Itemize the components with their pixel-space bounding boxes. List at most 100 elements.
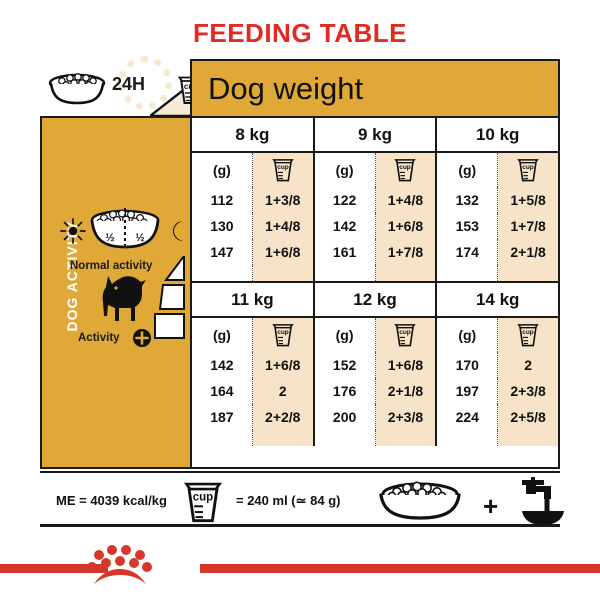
table-row: 112 1+3/8 122 1+4/8 132 1+5/8: [192, 187, 559, 213]
unit-row: (g) cup (g) cup (g) cup: [192, 318, 559, 352]
duration-label: 24H: [112, 74, 146, 94]
unit-gram: (g): [335, 327, 354, 343]
measuring-cup-icon: cup: [272, 324, 294, 347]
dog-weight-title: Dog weight: [208, 70, 364, 106]
cup-value: 2+1/8: [387, 383, 424, 399]
grams-value: 170: [455, 357, 479, 373]
measuring-cup-icon: cup: [517, 159, 539, 182]
cup-value: 1+3/8: [265, 192, 301, 208]
sun-icon: [60, 218, 86, 244]
cup-value: 2+1/8: [510, 244, 546, 260]
weight-cell: 8 kg: [192, 118, 315, 151]
plus-sign: +: [483, 491, 499, 521]
table-row: 147 1+6/8 161 1+7/8 174 2+1/8: [192, 239, 559, 265]
water-tap-bowl-icon: [522, 477, 564, 525]
feeding-table: DOG ACTIVITY: [40, 59, 560, 469]
measuring-cup-icon: cup: [394, 159, 417, 182]
measuring-cup-icon: cup: [394, 324, 417, 347]
cup-value: 2: [278, 383, 287, 399]
grams-value: 142: [210, 357, 234, 373]
svg-text:cup: cup: [277, 329, 289, 336]
grams-value: 142: [332, 218, 357, 234]
cup-value: 1+6/8: [265, 357, 301, 373]
footer-legend: ME = 4039 kcal/kg cup = 240 ml (≃ 84 g) …: [40, 471, 564, 527]
row-spacer: [192, 430, 559, 446]
table-row: 164 2 176 2+1/8 197 2+3/8: [192, 378, 559, 404]
table-row: 187 2+2/8 200 2+3/8 224 2+5/8: [192, 404, 559, 430]
table-header: Dog weight: [192, 61, 558, 118]
svg-text:cup: cup: [400, 329, 412, 336]
dog-silhouette-icon: [102, 276, 146, 321]
grams-value: 153: [455, 218, 479, 234]
measuring-cup-icon: cup: [272, 159, 294, 182]
grams-value: 161: [332, 244, 357, 260]
moon-icon: [173, 221, 183, 241]
volume-equivalent-text: = 240 ml (≃ 84 g): [236, 493, 341, 508]
day-night-ration: ½ ½: [60, 206, 192, 258]
grams-value: 132: [455, 192, 479, 208]
activity-level-bars-icon: [154, 256, 185, 339]
unit-gram: (g): [458, 327, 477, 343]
royal-canin-crown-icon: [87, 545, 152, 584]
svg-text:cup: cup: [400, 164, 412, 171]
svg-text:cup: cup: [193, 492, 213, 504]
bowl-half-split-icon: ½ ½: [90, 208, 160, 249]
weight-cell: 14 kg: [437, 283, 559, 316]
weight-cell: 12 kg: [314, 283, 438, 316]
row-spacer: [192, 265, 559, 281]
grams-value: 224: [455, 409, 479, 425]
weight-cell: 9 kg: [314, 118, 438, 151]
cup-value: 2+2/8: [265, 409, 301, 425]
unit-gram: (g): [335, 162, 354, 178]
svg-text:cup: cup: [522, 329, 534, 336]
unit-row: (g) cup (g) cup (g) cup: [192, 153, 559, 187]
weight-header-row: 8 kg 9 kg 10 kg: [192, 118, 559, 153]
table-row: 142 1+6/8 152 1+6/8 170 2: [192, 352, 559, 378]
cup-value: 1+6/8: [387, 218, 424, 234]
unit-gram: (g): [458, 162, 477, 178]
unit-gram: (g): [212, 327, 231, 343]
weight-header-row: 11 kg 12 kg 14 kg: [192, 283, 559, 318]
grams-value: 187: [210, 409, 234, 425]
daily-ration-header: 24H: [40, 56, 190, 115]
block-divider: [192, 281, 558, 283]
cup-value: 2+3/8: [387, 409, 424, 425]
page-title: FEEDING TABLE: [192, 18, 408, 48]
unit-gram: (g): [212, 162, 231, 178]
cup-value: 1+5/8: [510, 192, 546, 208]
dog-food-bowl-icon: [48, 73, 106, 105]
cup-value: 1+6/8: [387, 357, 424, 373]
dog-activity-sidebar: DOG ACTIVITY: [40, 116, 190, 469]
svg-text:½: ½: [105, 232, 114, 244]
cup-value: 2: [524, 357, 532, 373]
weight-table: Dog weight 8 kg 9 kg 10 kg (g) cup (g) c…: [190, 59, 560, 469]
weight-cell: 11 kg: [192, 283, 315, 316]
clock-halo-icon: [118, 56, 172, 110]
grams-value: 200: [332, 409, 357, 425]
measuring-cup-icon: cup: [517, 324, 539, 347]
activity-label: Activity: [78, 332, 120, 344]
table-row: 130 1+4/8 142 1+6/8 153 1+7/8: [192, 213, 559, 239]
grams-value: 176: [332, 383, 357, 399]
svg-text:cup: cup: [522, 164, 534, 171]
brand-band: [0, 545, 600, 584]
svg-text:cup: cup: [277, 164, 289, 171]
cup-value: 1+7/8: [510, 218, 546, 234]
grams-value: 152: [332, 357, 357, 373]
brand-bar-left: [0, 564, 108, 573]
activity-levels: Normal activity Activity: [70, 256, 192, 352]
cup-value: 1+6/8: [265, 244, 301, 260]
svg-text:½: ½: [135, 232, 144, 244]
cup-value: 1+7/8: [387, 244, 424, 260]
grams-value: 130: [210, 218, 234, 234]
grams-value: 197: [455, 383, 479, 399]
cup-value: 1+4/8: [387, 192, 424, 208]
brand-bar-right: [200, 564, 600, 573]
cup-value: 1+4/8: [265, 218, 301, 234]
plus-circle-icon: [133, 329, 151, 347]
measuring-cup-icon: cup: [183, 482, 223, 523]
grams-value: 147: [210, 244, 234, 260]
grams-value: 122: [332, 192, 357, 208]
cup-value: 2+3/8: [510, 383, 546, 399]
grams-value: 164: [210, 383, 234, 399]
